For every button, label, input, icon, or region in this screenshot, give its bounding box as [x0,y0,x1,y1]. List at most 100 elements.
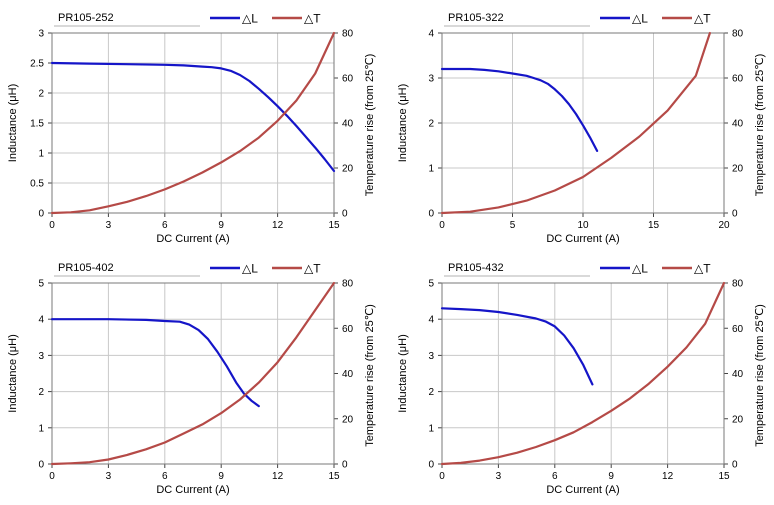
x-tick-label: 3 [496,471,502,482]
y-tick-label: 5 [428,279,434,290]
y2-tick-label: 0 [342,209,348,220]
series-line-inductance [440,307,594,386]
x-tick-label: 3 [106,471,112,482]
series-line-inductance [50,318,260,408]
y-axis-label: Inductance (μH) [397,334,409,412]
y2-tick-label: 40 [342,119,354,130]
y-tick-label: 4 [428,315,434,326]
y-tick-label: 1 [428,423,434,434]
y2-tick-label: 60 [342,74,354,85]
x-axis-label: DC Current (A) [156,233,229,245]
y-axis-label: Inductance (μH) [397,84,409,162]
x-tick-label: 5 [510,220,516,231]
y-tick-label: 1.5 [30,119,44,130]
y2-axis-label: Temperature rise (from 25℃) [754,54,766,197]
legend-label: △T [304,262,321,276]
x-tick-label: 20 [718,220,730,231]
y2-tick-label: 60 [342,324,354,335]
x-tick-label: 9 [218,471,224,482]
legend-label: △L [242,12,258,26]
y2-tick-label: 80 [732,29,744,40]
y-tick-label: 1 [428,164,434,175]
y2-axis-label: Temperature rise (from 25℃) [364,54,376,197]
series-line-temperature [50,281,336,466]
y-axis-label: Inductance (μH) [7,84,19,162]
legend-label: △L [632,262,648,276]
y-tick-label: 0 [428,460,434,471]
chart-title: PR105-402 [58,262,114,274]
x-tick-label: 0 [439,471,445,482]
chart-title: PR105-322 [448,12,504,24]
y-axis-label: Inductance (μH) [7,334,19,412]
plot-frame [51,32,335,214]
x-tick-label: 3 [106,220,112,231]
chart-title: PR105-432 [448,262,504,274]
x-axis-label: DC Current (A) [546,233,619,245]
series-line-temperature [440,31,712,215]
y-tick-label: 0 [38,460,44,471]
y-tick-label: 2 [428,119,434,130]
y2-tick-label: 60 [732,324,744,335]
y2-tick-label: 0 [342,460,348,471]
chart-title: PR105-252 [58,12,114,24]
y2-axis-label: Temperature rise (from 25℃) [754,304,766,447]
plot-frame [441,282,725,465]
x-tick-label: 15 [328,471,340,482]
y-tick-label: 4 [428,29,434,40]
y2-tick-label: 20 [342,164,354,175]
y-tick-label: 0 [38,209,44,220]
legend-label: △L [632,12,648,26]
series-line-temperature [50,31,336,215]
plot-frame [51,282,335,465]
y-tick-label: 5 [38,279,44,290]
y2-tick-label: 80 [342,29,354,40]
y2-tick-label: 0 [732,460,738,471]
y2-axis-label: Temperature rise (from 25℃) [364,304,376,447]
x-tick-label: 6 [552,471,558,482]
y-tick-label: 2 [38,387,44,398]
y2-tick-label: 20 [342,414,354,425]
y2-tick-label: 0 [732,209,738,220]
x-tick-label: 15 [648,220,660,231]
y-tick-label: 0.5 [30,179,44,190]
y2-tick-label: 80 [342,279,354,290]
x-tick-label: 6 [162,471,168,482]
x-tick-label: 12 [662,471,674,482]
y-tick-label: 1 [38,149,44,160]
y2-tick-label: 20 [732,164,744,175]
plot-frame [441,32,725,214]
y-tick-label: 3 [38,29,44,40]
x-tick-label: 12 [272,471,284,482]
y-tick-label: 0 [428,209,434,220]
x-tick-label: 9 [608,471,614,482]
x-tick-label: 15 [718,471,730,482]
y2-tick-label: 60 [732,74,744,85]
x-tick-label: 0 [49,220,55,231]
x-tick-label: 0 [49,471,55,482]
series-line-inductance [440,67,599,152]
x-tick-label: 15 [328,220,340,231]
legend-label: △T [304,12,321,26]
x-tick-label: 6 [162,220,168,231]
x-tick-label: 9 [218,220,224,231]
y2-tick-label: 40 [342,369,354,380]
legend-label: △T [694,262,711,276]
x-tick-label: 12 [272,220,284,231]
y2-tick-label: 40 [732,369,744,380]
y-tick-label: 3 [428,351,434,362]
y-tick-label: 2.5 [30,59,44,70]
y-tick-label: 3 [428,74,434,85]
x-tick-label: 0 [439,220,445,231]
y-tick-label: 2 [38,89,44,100]
y-tick-label: 2 [428,387,434,398]
y2-tick-label: 80 [732,279,744,290]
legend-label: △T [694,12,711,26]
series-line-temperature [440,281,726,466]
y-tick-label: 1 [38,423,44,434]
y2-tick-label: 20 [732,414,744,425]
x-axis-label: DC Current (A) [546,484,619,496]
